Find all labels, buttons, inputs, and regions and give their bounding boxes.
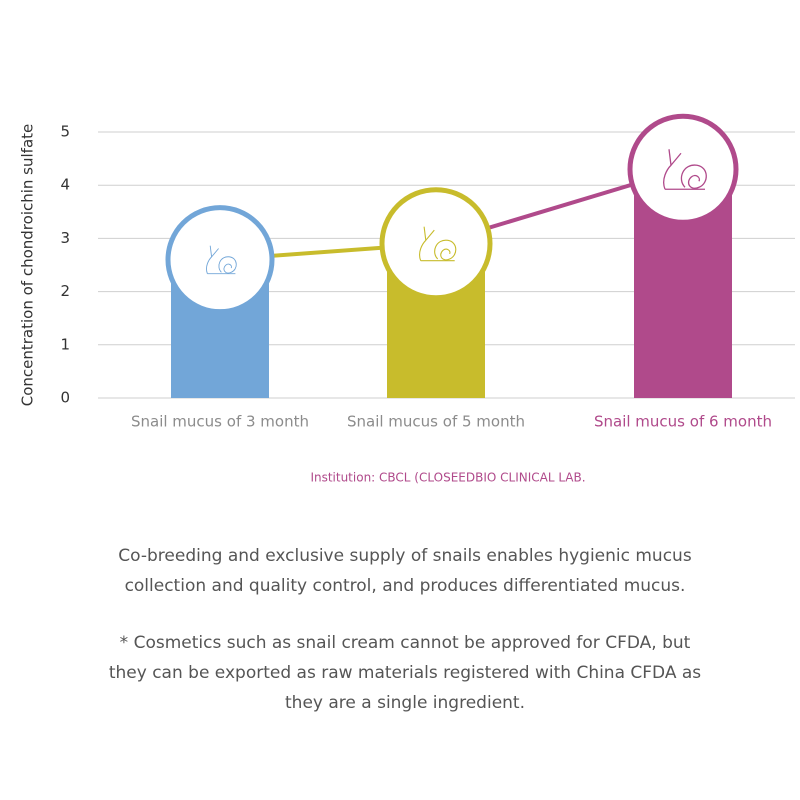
snail-body <box>419 226 455 262</box>
value-badge <box>165 205 275 315</box>
body-text: * Cosmetics such as snail cream cannot b… <box>120 633 691 653</box>
body-text: they can be exported as raw materials re… <box>109 663 701 683</box>
y-tick-label: 2 <box>60 282 70 300</box>
x-tick-label: Snail mucus of 6 month <box>594 413 772 431</box>
value-badge <box>379 187 493 301</box>
snail-shell <box>218 256 237 274</box>
snail-icon <box>663 149 707 190</box>
snail-shell <box>680 164 707 189</box>
y-tick-label: 4 <box>60 176 70 194</box>
snail-body <box>206 245 236 275</box>
y-tick-label: 5 <box>60 123 70 141</box>
value-badge <box>627 113 739 225</box>
body-text: Co-breeding and exclusive supply of snai… <box>118 546 692 566</box>
x-tick-label: Snail mucus of 3 month <box>131 413 309 431</box>
y-tick-label: 3 <box>60 229 70 247</box>
snail-icon <box>419 226 457 262</box>
body-text: they are a single ingredient. <box>285 693 525 713</box>
source-note: Institution: CBCL (CLOSEEDBIO CLINICAL L… <box>310 471 585 485</box>
snail-icon <box>206 245 237 275</box>
y-tick-label: 0 <box>60 389 70 407</box>
snail-body <box>663 149 705 190</box>
body-text: collection and quality control, and prod… <box>125 576 686 596</box>
x-tick-label: Snail mucus of 5 month <box>347 413 525 431</box>
y-tick-label: 1 <box>60 335 70 353</box>
y-axis-label: Concentration of chondroichin sulfate <box>19 124 37 407</box>
snail-shell <box>434 239 457 261</box>
